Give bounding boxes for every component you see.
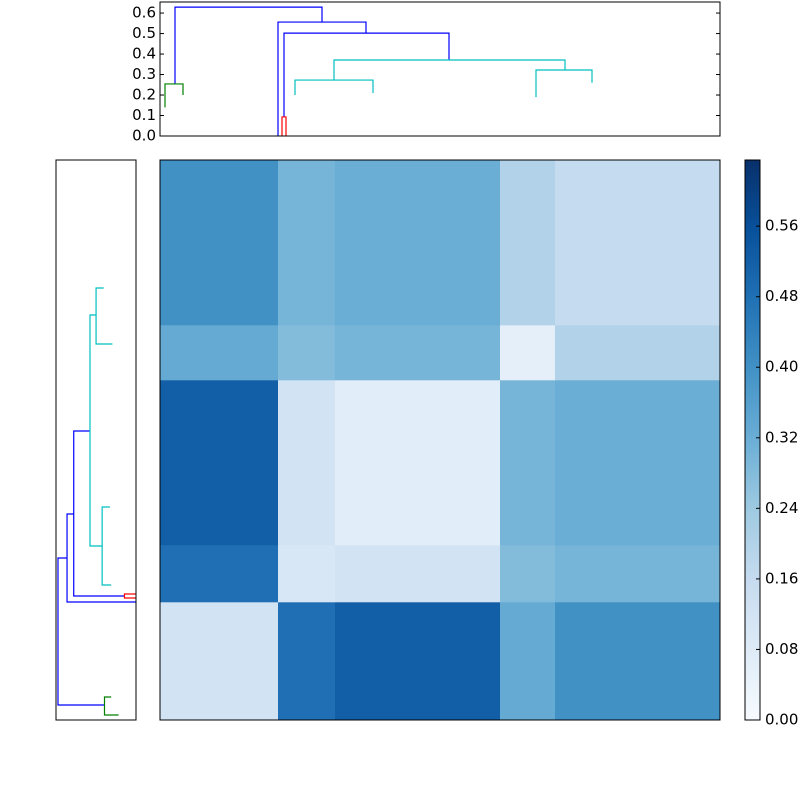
heatmap-cell [335, 545, 501, 603]
row-dendrogram-frame [55, 159, 137, 721]
colorbar-tick-label: 0.00 [765, 711, 798, 729]
heatmap-cell [278, 160, 336, 326]
dendrogram-link [283, 32, 450, 117]
dendrogram-link [281, 116, 287, 136]
row-dendrogram-link [73, 430, 125, 597]
heatmap-cell [335, 325, 501, 381]
colorbar-tick-label: 0.16 [765, 569, 798, 587]
heatmap-cell [500, 325, 556, 381]
heatmap-cell [555, 602, 721, 721]
dendrogram-link [535, 69, 593, 98]
dendrogram-link [174, 6, 323, 84]
row-dendrogram-link [123, 593, 136, 599]
y-tick-label: 0.5 [132, 24, 156, 42]
y-tick-label: 0.0 [132, 127, 156, 145]
dendrogram-link [294, 79, 374, 96]
heatmap-cell [500, 380, 556, 546]
y-tick-label: 0.2 [132, 86, 156, 104]
row-dendrogram-link [103, 696, 119, 716]
heatmap-cell [278, 325, 336, 381]
heatmap-cell [500, 602, 556, 721]
colorbar-tick-label: 0.24 [765, 499, 798, 517]
heatmap-cell [335, 380, 501, 546]
heatmap-cell [160, 325, 279, 381]
heatmap-cell [555, 325, 721, 381]
heatmap-cell [500, 545, 556, 603]
heatmap-cell [555, 380, 721, 546]
heatmap-cell [278, 602, 336, 721]
colorbar [744, 159, 761, 721]
colorbar-tick-label: 0.40 [765, 358, 798, 376]
row-dendrogram-link [95, 287, 113, 345]
heatmap-cell [335, 602, 501, 721]
heatmap-cell [160, 545, 279, 603]
heatmap-cell [160, 602, 279, 721]
heatmap-cell [500, 160, 556, 326]
heatmap-cell [160, 160, 279, 326]
y-tick-label: 0.6 [132, 4, 156, 22]
heatmap-cell [160, 380, 279, 546]
heatmap-cell [555, 160, 721, 326]
heatmap-cell [278, 545, 336, 603]
heatmap-cell [278, 380, 336, 546]
dendrogram-link [164, 83, 184, 108]
colorbar-tick-label: 0.08 [765, 640, 798, 658]
colorbar-tick-label: 0.56 [765, 217, 798, 235]
row-dendrogram-link [101, 506, 112, 586]
dendrogram-frame [159, 1, 721, 137]
heatmap-cell [335, 160, 501, 326]
dendrogram-link [333, 59, 566, 81]
colorbar-tick-label: 0.32 [765, 428, 798, 446]
row-dendrogram-link [57, 557, 105, 706]
dendrogram-link [277, 21, 367, 136]
y-tick-label: 0.1 [132, 106, 156, 124]
row-dendrogram-link [89, 314, 103, 547]
y-tick-label: 0.4 [132, 45, 156, 63]
heatmap-frame [159, 159, 721, 721]
heatmap-cell [555, 545, 721, 603]
colorbar-tick-label: 0.48 [765, 287, 798, 305]
row-dendrogram-link [66, 513, 136, 603]
y-tick-label: 0.3 [132, 65, 156, 83]
